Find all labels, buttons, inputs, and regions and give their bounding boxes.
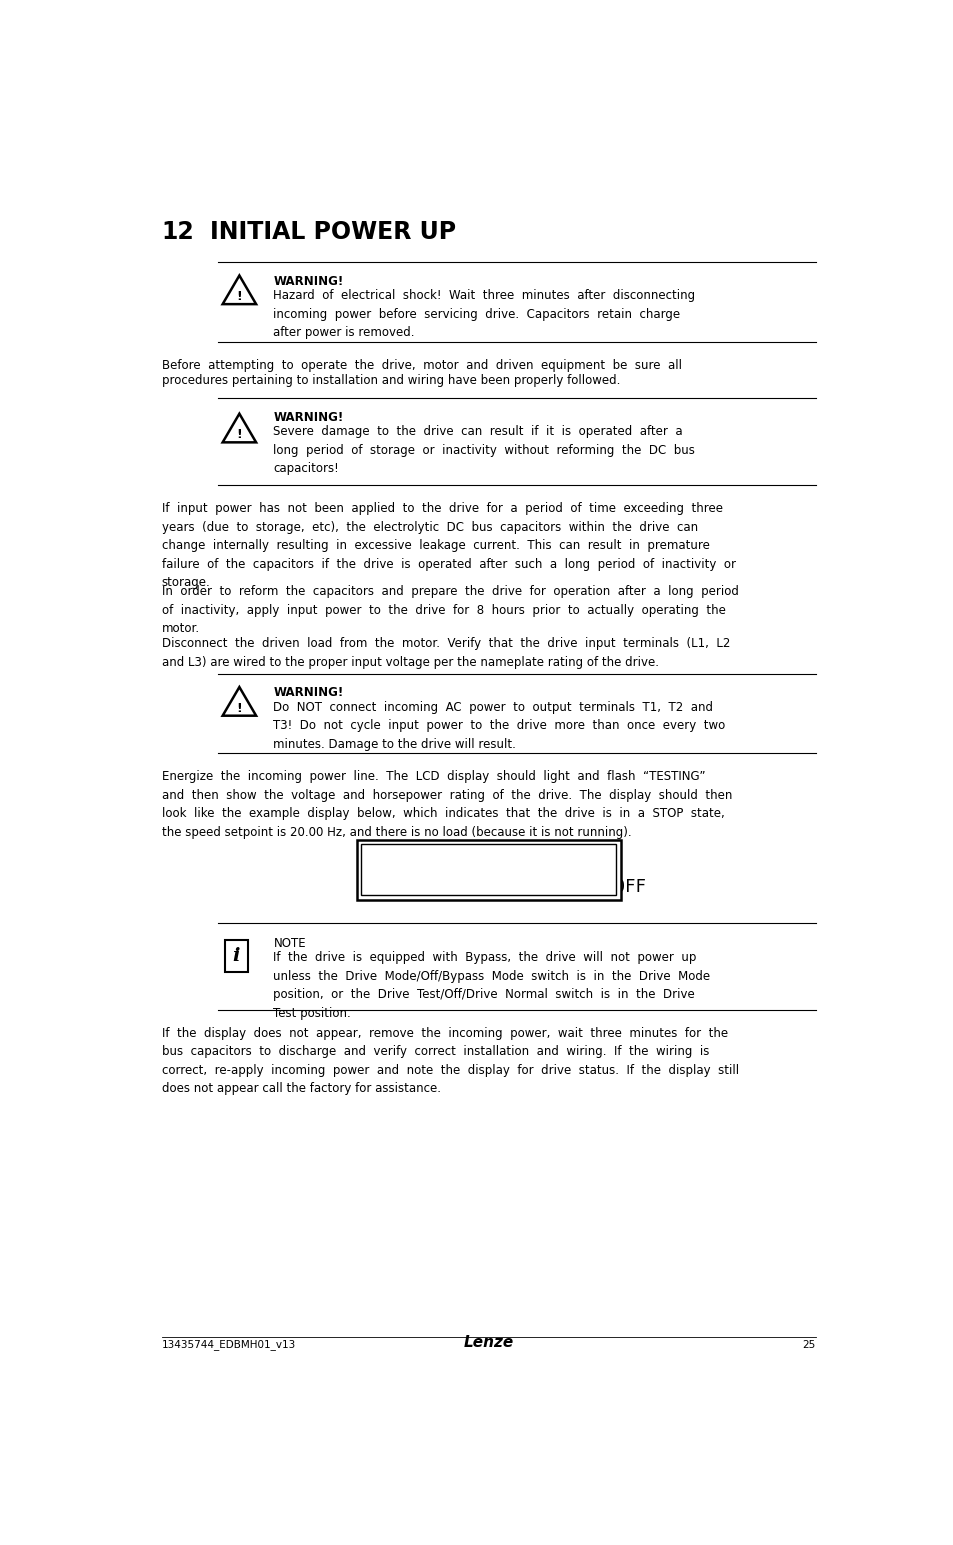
Text: Disconnect  the  driven  load  from  the  motor.  Verify  that  the  drive  inpu: Disconnect the driven load from the moto… bbox=[162, 637, 729, 669]
FancyBboxPatch shape bbox=[361, 844, 616, 896]
Text: WARNING!: WARNING! bbox=[274, 275, 343, 287]
Text: procedures pertaining to installation and wiring have been properly followed.: procedures pertaining to installation an… bbox=[162, 374, 619, 386]
Text: 12: 12 bbox=[162, 219, 194, 244]
Text: Lenze: Lenze bbox=[463, 1335, 514, 1350]
Text: If  input  power  has  not  been  applied  to  the  drive  for  a  period  of  t: If input power has not been applied to t… bbox=[162, 502, 735, 589]
Text: Severe  damage  to  the  drive  can  result  if  it  is  operated  after  a
long: Severe damage to the drive can result if… bbox=[274, 425, 695, 476]
FancyBboxPatch shape bbox=[356, 839, 620, 899]
Text: 0 % LOAD             OFF: 0 % LOAD OFF bbox=[373, 878, 645, 896]
Text: INITIAL POWER UP: INITIAL POWER UP bbox=[210, 219, 456, 244]
Text: Energize  the  incoming  power  line.  The  LCD  display  should  light  and  fl: Energize the incoming power line. The LC… bbox=[162, 771, 732, 839]
Text: WARNING!: WARNING! bbox=[274, 411, 343, 423]
Text: 13435744_EDBMH01_v13: 13435744_EDBMH01_v13 bbox=[162, 1340, 295, 1350]
Text: !: ! bbox=[236, 290, 242, 303]
Text: In  order  to  reform  the  capacitors  and  prepare  the  drive  for  operation: In order to reform the capacitors and pr… bbox=[162, 586, 738, 635]
Text: i: i bbox=[233, 947, 240, 964]
Text: !: ! bbox=[236, 701, 242, 715]
Text: Do  NOT  connect  incoming  AC  power  to  output  terminals  T1,  T2  and
T3!  : Do NOT connect incoming AC power to outp… bbox=[274, 701, 725, 751]
FancyBboxPatch shape bbox=[224, 939, 248, 972]
Text: Before  attempting  to  operate  the  drive,  motor  and  driven  equipment  be : Before attempting to operate the drive, … bbox=[162, 358, 681, 372]
Text: KSTOP    >    20.00  HZ: KSTOP > 20.00 HZ bbox=[373, 851, 614, 870]
Text: If  the  drive  is  equipped  with  Bypass,  the  drive  will  not  power  up
un: If the drive is equipped with Bypass, th… bbox=[274, 952, 710, 1020]
Text: NOTE: NOTE bbox=[274, 936, 306, 950]
Text: 25: 25 bbox=[801, 1341, 815, 1350]
Text: If  the  display  does  not  appear,  remove  the  incoming  power,  wait  three: If the display does not appear, remove t… bbox=[162, 1026, 739, 1095]
Text: WARNING!: WARNING! bbox=[274, 686, 343, 700]
Text: !: ! bbox=[236, 428, 242, 442]
Text: Hazard  of  electrical  shock!  Wait  three  minutes  after  disconnecting
incom: Hazard of electrical shock! Wait three m… bbox=[274, 289, 695, 340]
